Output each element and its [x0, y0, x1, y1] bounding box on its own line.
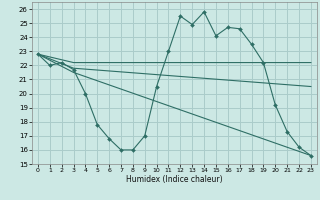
- X-axis label: Humidex (Indice chaleur): Humidex (Indice chaleur): [126, 175, 223, 184]
